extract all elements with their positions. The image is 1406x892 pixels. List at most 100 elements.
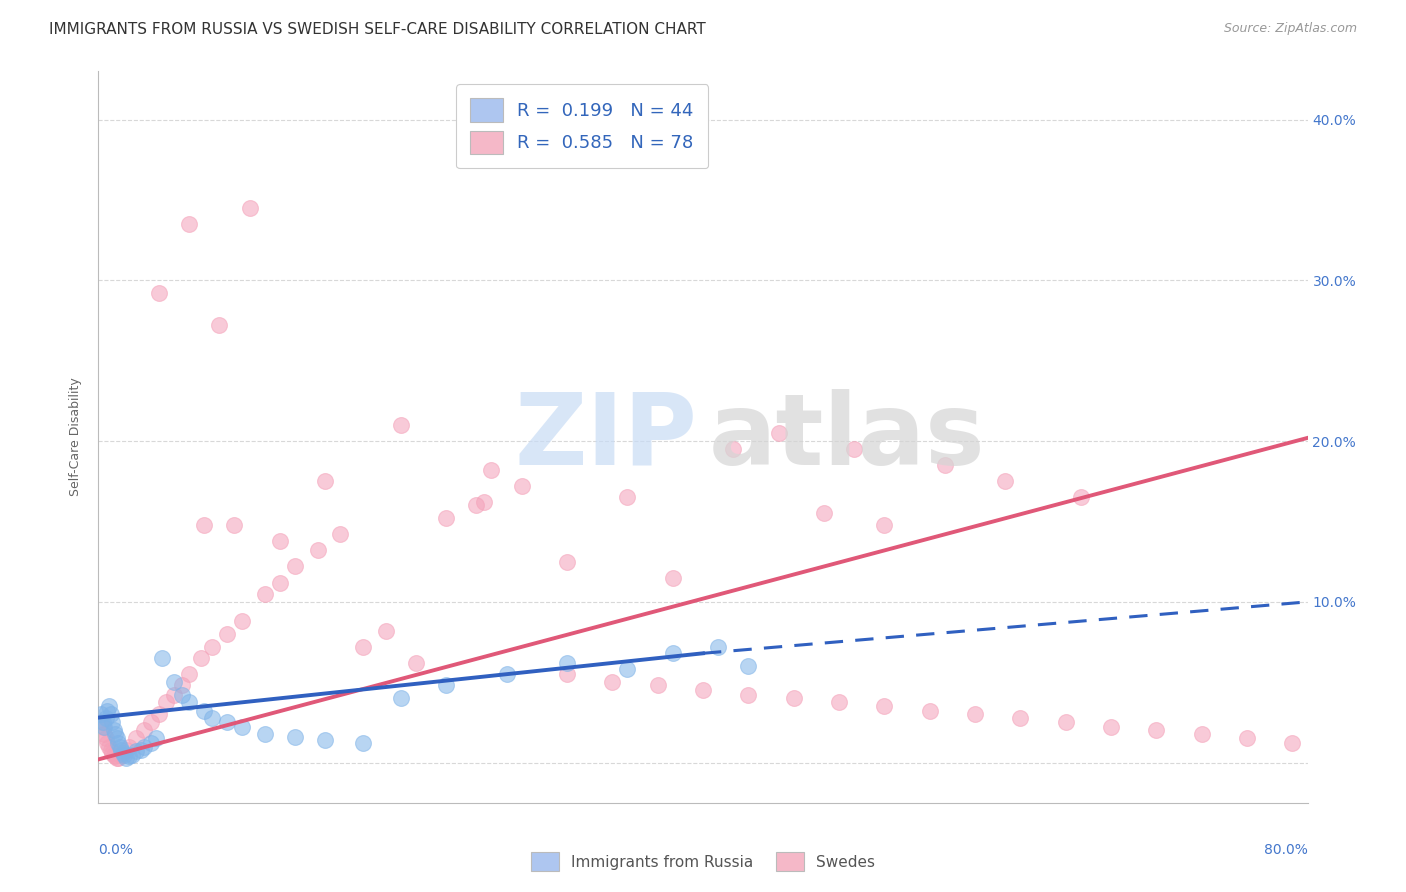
Point bbox=[647, 678, 669, 692]
Point bbox=[118, 749, 141, 764]
Point bbox=[111, 746, 134, 760]
Point bbox=[768, 425, 790, 440]
Point bbox=[91, 715, 114, 730]
Text: atlas: atlas bbox=[709, 389, 986, 485]
Legend: R =  0.199   N = 44, R =  0.585   N = 78: R = 0.199 N = 44, R = 0.585 N = 78 bbox=[456, 84, 709, 169]
Point bbox=[141, 715, 163, 730]
Point bbox=[314, 475, 336, 489]
Point bbox=[148, 707, 170, 722]
Point bbox=[231, 614, 253, 628]
Point bbox=[93, 727, 115, 741]
Point bbox=[150, 651, 173, 665]
Point bbox=[616, 491, 638, 505]
Text: IMMIGRANTS FROM RUSSIA VS SWEDISH SELF-CARE DISABILITY CORRELATION CHART: IMMIGRANTS FROM RUSSIA VS SWEDISH SELF-C… bbox=[49, 22, 706, 37]
Point bbox=[103, 747, 125, 762]
Point bbox=[100, 707, 122, 722]
Point bbox=[352, 640, 374, 654]
Point bbox=[1236, 731, 1258, 746]
Legend: Immigrants from Russia, Swedes: Immigrants from Russia, Swedes bbox=[524, 847, 882, 877]
Point bbox=[132, 739, 155, 754]
Point bbox=[105, 751, 128, 765]
Point bbox=[100, 743, 122, 757]
Point bbox=[284, 559, 307, 574]
Point bbox=[965, 707, 987, 722]
Point bbox=[170, 688, 193, 702]
Point bbox=[98, 739, 121, 754]
Point bbox=[108, 739, 131, 754]
Point bbox=[208, 318, 231, 333]
Point bbox=[94, 710, 117, 724]
Point bbox=[737, 659, 759, 673]
Point bbox=[783, 691, 806, 706]
Point bbox=[307, 543, 329, 558]
Point bbox=[179, 694, 201, 708]
Point bbox=[1144, 723, 1167, 738]
Text: 80.0%: 80.0% bbox=[1264, 843, 1308, 857]
Point bbox=[163, 688, 186, 702]
Point bbox=[555, 656, 578, 670]
Point bbox=[91, 720, 114, 734]
Point bbox=[405, 656, 427, 670]
Point bbox=[148, 286, 170, 301]
Point bbox=[434, 511, 457, 525]
Point bbox=[215, 715, 238, 730]
Point bbox=[114, 751, 136, 765]
Point bbox=[692, 683, 714, 698]
Point bbox=[510, 479, 533, 493]
Point bbox=[118, 739, 141, 754]
Point bbox=[163, 675, 186, 690]
Point bbox=[107, 751, 129, 765]
Point bbox=[101, 746, 124, 760]
Point bbox=[170, 678, 193, 692]
Point bbox=[813, 507, 835, 521]
Point bbox=[1191, 727, 1213, 741]
Point bbox=[602, 675, 624, 690]
Point bbox=[314, 733, 336, 747]
Point bbox=[96, 704, 118, 718]
Point bbox=[994, 475, 1017, 489]
Point bbox=[141, 736, 163, 750]
Point bbox=[389, 417, 412, 432]
Point bbox=[661, 646, 683, 660]
Point bbox=[616, 662, 638, 676]
Point bbox=[193, 704, 215, 718]
Point bbox=[114, 743, 136, 757]
Text: ZIP: ZIP bbox=[515, 389, 697, 485]
Point bbox=[844, 442, 866, 457]
Point bbox=[239, 201, 262, 215]
Point bbox=[934, 458, 956, 473]
Point bbox=[873, 699, 896, 714]
Point bbox=[434, 678, 457, 692]
Point bbox=[112, 747, 135, 762]
Text: 0.0%: 0.0% bbox=[98, 843, 134, 857]
Point bbox=[269, 575, 291, 590]
Point bbox=[101, 715, 124, 730]
Point bbox=[121, 747, 143, 762]
Point bbox=[110, 747, 132, 762]
Point bbox=[90, 707, 112, 722]
Point bbox=[104, 749, 127, 764]
Point bbox=[110, 743, 132, 757]
Point bbox=[179, 667, 201, 681]
Point bbox=[661, 571, 683, 585]
Point bbox=[1070, 491, 1092, 505]
Point bbox=[918, 704, 941, 718]
Point bbox=[132, 723, 155, 738]
Point bbox=[125, 731, 148, 746]
Point bbox=[707, 640, 730, 654]
Point bbox=[224, 517, 246, 532]
Point bbox=[94, 731, 117, 746]
Point bbox=[98, 699, 121, 714]
Point bbox=[1281, 736, 1303, 750]
Point bbox=[155, 694, 177, 708]
Point bbox=[93, 720, 115, 734]
Point bbox=[472, 495, 495, 509]
Point bbox=[179, 217, 201, 231]
Point bbox=[481, 463, 503, 477]
Point bbox=[723, 442, 745, 457]
Point bbox=[389, 691, 412, 706]
Point bbox=[555, 555, 578, 569]
Point bbox=[828, 694, 851, 708]
Point bbox=[201, 640, 224, 654]
Point bbox=[495, 667, 517, 681]
